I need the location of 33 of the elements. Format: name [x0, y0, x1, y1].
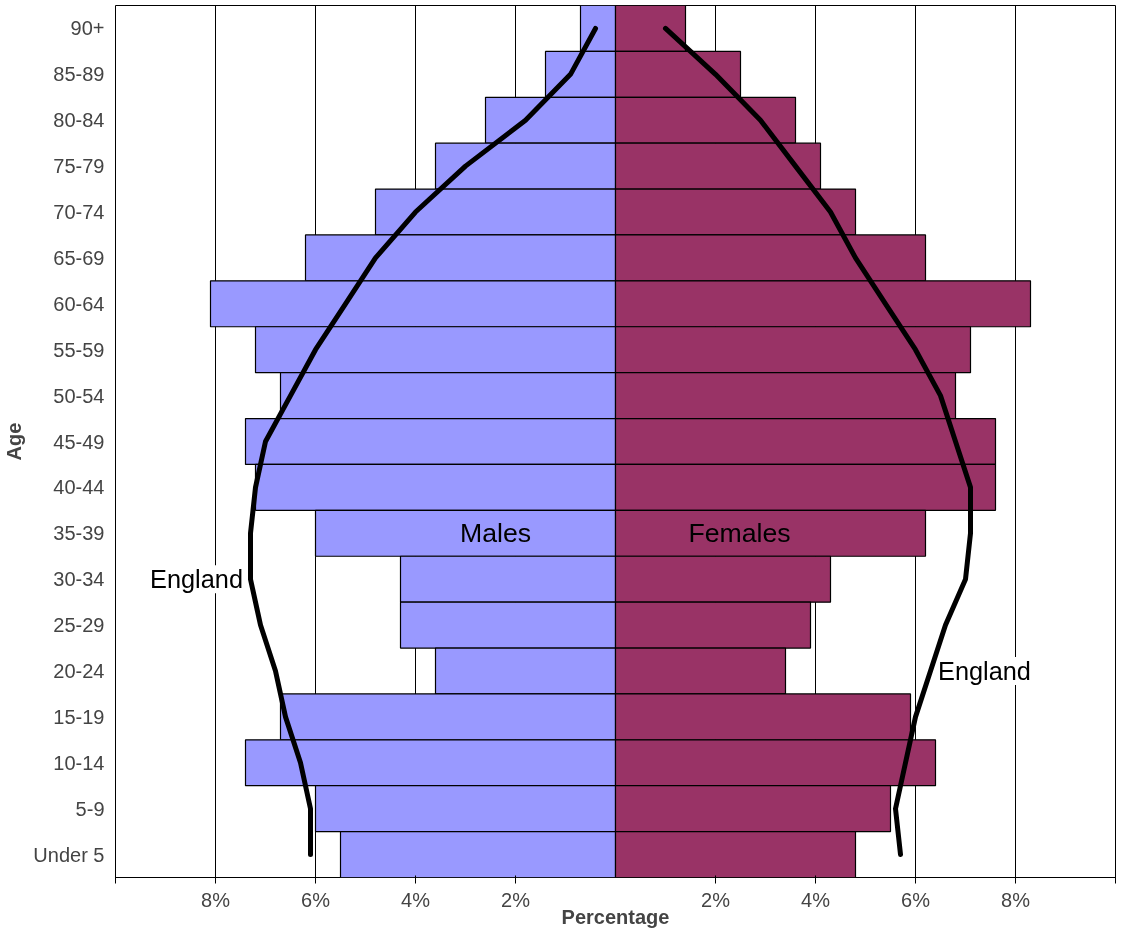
- y-tick-label: 65-69: [53, 246, 105, 269]
- x-tick-label: 6%: [901, 888, 931, 911]
- y-tick-label: 10-14: [53, 751, 105, 774]
- y-tick-label: 25-29: [53, 614, 105, 637]
- x-tick-label: 2%: [701, 888, 731, 911]
- y-axis-title: Age: [3, 422, 26, 461]
- series-label: Females: [688, 518, 791, 549]
- y-tick-label: 85-89: [53, 63, 105, 86]
- x-tick-label: 2%: [501, 888, 531, 911]
- y-tick-label: 75-79: [53, 155, 105, 178]
- y-tick-label: 60-64: [53, 292, 105, 315]
- x-tick-label: 6%: [301, 888, 331, 911]
- y-tick-label: 90+: [70, 17, 105, 40]
- y-tick-label: 70-74: [53, 201, 105, 224]
- y-tick-label: 5-9: [75, 797, 105, 820]
- y-tick-label: 45-49: [53, 430, 105, 453]
- x-axis-title: Percentage: [561, 905, 670, 928]
- x-tick-label: 8%: [1001, 888, 1031, 911]
- y-tick-label: 20-24: [53, 659, 105, 682]
- y-tick-label: 35-39: [53, 522, 105, 545]
- y-tick-label: 55-59: [53, 338, 105, 361]
- series-label: Males: [459, 518, 532, 549]
- y-tick-label: Under 5: [33, 843, 105, 866]
- x-tick-label: 4%: [401, 888, 431, 911]
- x-tick-label: 8%: [201, 888, 231, 911]
- y-tick-label: 15-19: [53, 705, 105, 728]
- series-label: England: [938, 656, 1031, 685]
- y-tick-label: 80-84: [53, 109, 105, 132]
- y-tick-label: 50-54: [53, 384, 105, 407]
- x-tick-label: 4%: [801, 888, 831, 911]
- y-tick-label: 40-44: [53, 476, 105, 499]
- series-label: England: [150, 565, 243, 594]
- y-tick-label: 30-34: [53, 568, 105, 591]
